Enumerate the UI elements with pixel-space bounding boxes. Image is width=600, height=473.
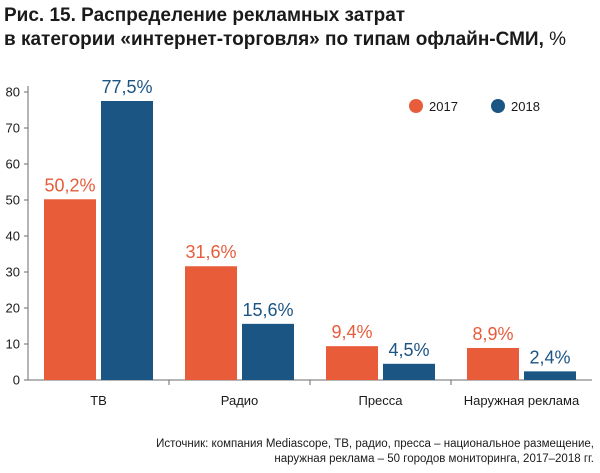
data-label-2017: 8,9% (472, 324, 513, 344)
data-label-2017: 9,4% (331, 322, 372, 342)
x-tick-label: ТВ (90, 393, 107, 408)
data-label-2017: 50,2% (44, 175, 95, 195)
data-label-2018: 4,5% (388, 340, 429, 360)
x-tick-label: Радио (221, 393, 259, 408)
y-tick-label: 10 (6, 337, 20, 352)
legend-label-2017: 2017 (429, 99, 458, 114)
chart-title: Рис. 15. Распределение рекламных затрат … (4, 4, 596, 52)
y-tick-label: 60 (6, 157, 20, 172)
bar-2018 (383, 363, 435, 380)
bar-2017 (185, 266, 237, 380)
legend-marker-2018 (491, 99, 505, 113)
y-tick-label: 0 (13, 373, 20, 388)
chart-title-line-2: в категории «интернет-торговля» по типам… (4, 28, 596, 52)
data-label-2018: 2,4% (529, 347, 570, 367)
y-tick-label: 40 (6, 229, 20, 244)
bar-2018 (242, 323, 294, 380)
data-label-2017: 31,6% (185, 242, 236, 262)
bar-chart: 0 10 20 30 40 50 60 70 80 50,2% 77,5% ТВ 31,6% 15,6% Р… (6, 77, 592, 408)
source-note: Источник: компания Mediascope, ТВ, радио… (74, 437, 594, 467)
chart-title-line-2-text: в категории «интернет-торговля» по типам… (4, 29, 544, 50)
source-line-2: наружная реклама – 50 городов мониторинг… (274, 453, 594, 465)
y-tick-label: 50 (6, 193, 20, 208)
chart-title-unit: % (549, 29, 567, 50)
y-tick-label: 30 (6, 265, 20, 280)
y-tick-label: 80 (6, 85, 20, 100)
bar-2017 (44, 199, 96, 380)
x-tick-label: Наружная реклама (464, 393, 580, 408)
y-tick-label: 20 (6, 301, 20, 316)
legend-marker-2017 (409, 99, 423, 113)
bar-2017 (467, 347, 519, 380)
data-label-2018: 77,5% (101, 77, 152, 97)
source-line-1: Источник: компания Mediascope, ТВ, радио… (156, 438, 594, 450)
y-tick-label: 70 (6, 121, 20, 136)
data-label-2018: 15,6% (242, 300, 293, 320)
bar-2018 (524, 371, 576, 380)
x-tick-label: Пресса (358, 393, 403, 408)
bar-2018 (101, 101, 153, 380)
legend-label-2018: 2018 (511, 99, 540, 114)
bar-2017 (326, 346, 378, 380)
chart-title-line-1: Рис. 15. Распределение рекламных затрат (4, 5, 406, 26)
